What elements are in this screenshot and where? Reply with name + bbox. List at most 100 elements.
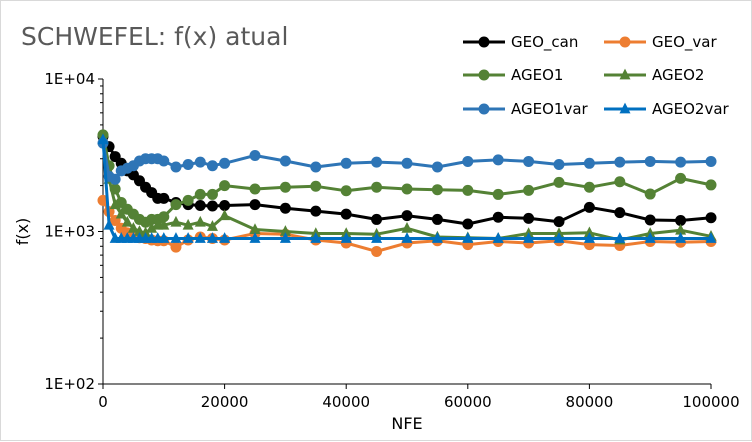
data-point	[109, 173, 121, 185]
data-point	[583, 226, 595, 238]
data-point	[675, 232, 687, 243]
legend-label: AGEO2	[652, 66, 704, 84]
x-tick-label: 0	[98, 393, 108, 411]
data-point	[431, 232, 443, 243]
y-axis-label: f(x)	[13, 218, 32, 246]
data-point	[158, 155, 170, 167]
data-point	[206, 220, 218, 231]
data-point	[249, 150, 261, 162]
legend-label: AGEO2var	[652, 100, 730, 118]
data-point	[219, 157, 231, 169]
data-point	[553, 176, 565, 188]
data-point	[619, 36, 631, 48]
data-point	[219, 232, 231, 243]
x-tick-label: 20000	[201, 393, 249, 411]
data-point	[619, 102, 631, 114]
data-point	[462, 155, 474, 167]
data-point	[583, 157, 595, 169]
data-point	[279, 225, 291, 236]
legend-entry: AGEO1	[463, 66, 563, 84]
legend-label: AGEO1var	[511, 100, 589, 118]
data-point	[705, 232, 717, 243]
data-point	[340, 232, 352, 243]
data-point	[478, 103, 490, 115]
data-point	[553, 216, 565, 228]
legend-label: AGEO1	[511, 66, 563, 84]
data-point	[206, 200, 218, 212]
data-point	[431, 184, 443, 196]
data-point	[340, 185, 352, 197]
data-point	[158, 232, 170, 243]
data-point	[523, 155, 535, 167]
data-point	[523, 184, 535, 196]
data-point	[371, 181, 383, 193]
data-point	[279, 155, 291, 167]
data-point	[523, 212, 535, 224]
legend-label: GEO_var	[652, 33, 717, 52]
data-point	[115, 207, 127, 219]
data-point	[644, 232, 656, 243]
data-point	[644, 155, 656, 167]
data-point	[310, 161, 322, 173]
data-point	[97, 133, 109, 145]
data-point	[371, 232, 383, 243]
data-point	[194, 232, 206, 243]
data-point	[675, 172, 687, 184]
data-point	[170, 241, 182, 253]
data-point	[462, 184, 474, 196]
data-point	[158, 192, 170, 204]
data-point	[127, 221, 139, 233]
data-point	[371, 213, 383, 225]
data-point	[644, 188, 656, 200]
legend-entry: AGEO1var	[463, 100, 589, 118]
x-tick-label: 60000	[444, 393, 492, 411]
data-point	[340, 157, 352, 169]
data-point	[553, 232, 565, 243]
data-point	[219, 209, 231, 221]
x-axis-label: NFE	[391, 414, 422, 433]
data-point	[310, 232, 322, 243]
data-point	[158, 218, 170, 230]
legend-entry: AGEO2var	[604, 100, 730, 118]
data-point	[219, 200, 231, 212]
data-point	[401, 232, 413, 243]
legend-entry: GEO_var	[604, 33, 717, 52]
data-point	[170, 215, 182, 227]
data-point	[705, 179, 717, 191]
data-point	[401, 221, 413, 233]
plot-area: 1E+02 1E+03 1E+04 0 20000 40000 60000 80000 1000…	[44, 70, 739, 411]
data-point	[675, 223, 687, 235]
legend-entry: AGEO2	[604, 66, 704, 84]
data-point	[194, 200, 206, 212]
series-ageo1var	[97, 137, 717, 185]
data-point	[206, 232, 218, 243]
data-point	[492, 154, 504, 166]
data-point	[705, 212, 717, 224]
data-point	[583, 232, 595, 243]
data-point	[103, 218, 115, 230]
x-tick-label: 40000	[322, 393, 370, 411]
data-point	[249, 232, 261, 243]
x-tick-label: 100000	[682, 393, 739, 411]
data-point	[619, 68, 631, 80]
data-point	[675, 156, 687, 168]
data-point	[170, 199, 182, 211]
data-point	[194, 188, 206, 200]
data-point	[431, 161, 443, 173]
data-point	[462, 232, 474, 243]
data-point	[614, 232, 626, 243]
data-point	[492, 188, 504, 200]
legend-entry: GEO_can	[463, 33, 578, 52]
data-point	[182, 218, 194, 230]
data-point	[206, 188, 218, 200]
data-point	[675, 215, 687, 227]
data-point	[310, 180, 322, 192]
data-point	[170, 232, 182, 243]
data-point	[371, 245, 383, 257]
data-point	[121, 215, 133, 227]
data-point	[340, 208, 352, 220]
series-ageo2var	[97, 133, 717, 243]
data-point	[249, 199, 261, 211]
